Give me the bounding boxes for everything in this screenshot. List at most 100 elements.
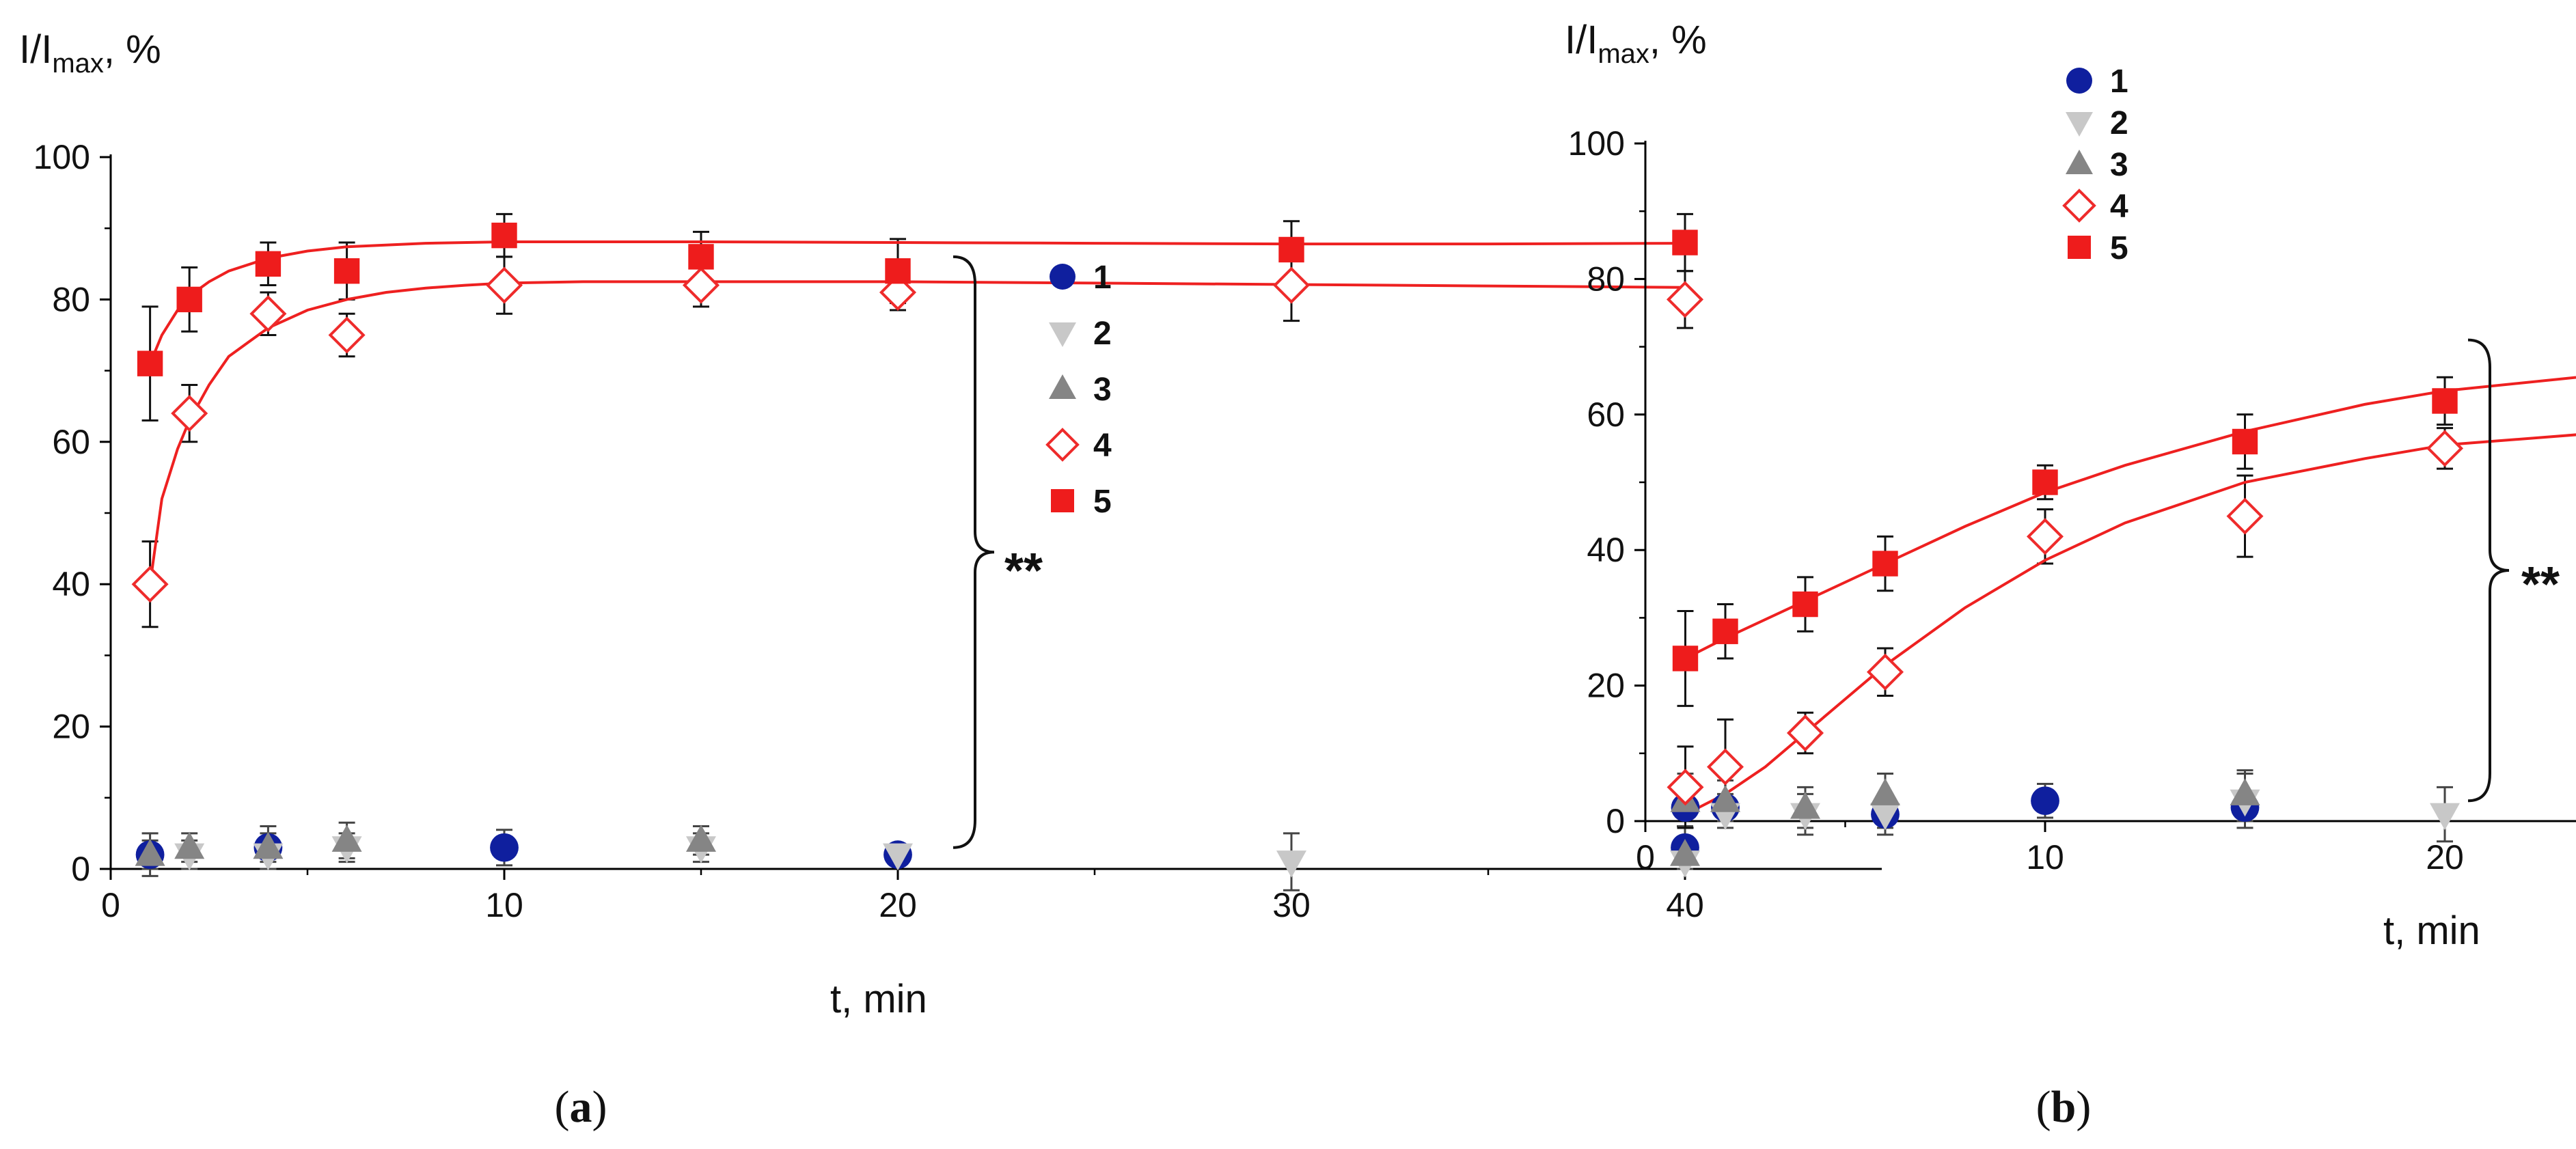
svg-text:I/Imax, %: I/Imax, % bbox=[1565, 18, 1707, 69]
panel-a-bracket-shape bbox=[953, 255, 995, 849]
legend-marker-3 bbox=[2066, 150, 2093, 174]
data-point-series-4 bbox=[1706, 748, 1744, 786]
x-tick-label: 0 bbox=[101, 886, 120, 924]
legend-label-2: 2 bbox=[1093, 316, 1112, 352]
data-point-series-4 bbox=[1786, 715, 1824, 752]
legend-entry-2: 2 bbox=[2066, 105, 2128, 141]
data-point-series-5 bbox=[1672, 646, 1699, 672]
data-point-series-3 bbox=[1870, 778, 1900, 805]
y-tick-label: 20 bbox=[52, 708, 90, 746]
y-tick-label: 100 bbox=[33, 138, 90, 176]
panel-a-caption: (a) bbox=[555, 1082, 607, 1132]
y-tick-label: 80 bbox=[52, 280, 90, 318]
legend-label-4: 4 bbox=[1093, 428, 1112, 464]
panel-a-ylabel-suffix: , % bbox=[104, 27, 161, 72]
data-point-series-5 bbox=[1672, 230, 1698, 255]
data-point-series-4 bbox=[682, 266, 720, 304]
y-tick-label: 40 bbox=[52, 565, 90, 603]
data-point-series-2 bbox=[1276, 850, 1306, 878]
legend-label-2: 2 bbox=[2110, 105, 2128, 141]
x-tick-label: 30 bbox=[1272, 886, 1311, 924]
fit-curve-series-4 bbox=[1684, 433, 2576, 816]
data-point-series-4 bbox=[879, 273, 917, 312]
legend-marker-4 bbox=[2062, 189, 2096, 223]
data-point-series-4 bbox=[2226, 497, 2264, 535]
panel-b-bracket-shape bbox=[2467, 338, 2510, 803]
data-point-series-4 bbox=[2426, 430, 2464, 467]
legend-entry-2: 2 bbox=[1049, 316, 1112, 352]
x-tick-label: 20 bbox=[2426, 838, 2464, 876]
data-point-series-3 bbox=[253, 831, 284, 859]
data-point-series-5 bbox=[176, 286, 202, 313]
data-point-series-5 bbox=[2032, 469, 2058, 495]
data-point-series-4 bbox=[249, 295, 287, 333]
legend-label-4: 4 bbox=[2110, 189, 2128, 225]
data-point-series-5 bbox=[885, 258, 911, 284]
y-tick-label: 0 bbox=[1606, 802, 1625, 840]
legend-entry-3: 3 bbox=[1049, 372, 1112, 408]
data-point-series-3 bbox=[174, 831, 205, 859]
legend-entry-1: 1 bbox=[1050, 260, 1112, 296]
data-point-series-2 bbox=[2430, 803, 2460, 831]
panel-a-significance-stars: ** bbox=[1004, 544, 1043, 598]
y-tick-label: 60 bbox=[1587, 396, 1625, 434]
panel-a-caption-letter: a bbox=[570, 1082, 592, 1132]
data-point-series-5 bbox=[688, 244, 714, 270]
panel-b-markers bbox=[1667, 388, 2464, 831]
panel-b-significance-bracket: ** bbox=[2467, 338, 2560, 803]
y-tick-label: 0 bbox=[71, 850, 90, 888]
panel-a-legend: 1 2 3 4 5 bbox=[1045, 260, 1112, 520]
legend-marker-2 bbox=[1049, 322, 1076, 347]
panel-a-markers bbox=[131, 222, 1704, 878]
data-point-series-3 bbox=[1710, 785, 1740, 812]
legend-marker-2 bbox=[2066, 112, 2093, 137]
panel-b-ylabel-main: I/I bbox=[1565, 18, 1598, 62]
legend-entry-3: 3 bbox=[2066, 147, 2128, 183]
svg-text:I/Imax, %: I/Imax, % bbox=[19, 27, 161, 79]
panel-b-y-axis-label: I/Imax, % bbox=[1565, 18, 1707, 69]
panel-b-ylabel-suffix: , % bbox=[1649, 18, 1707, 62]
data-point-series-5 bbox=[137, 350, 163, 376]
legend-marker-1 bbox=[2066, 68, 2092, 94]
x-tick-label: 10 bbox=[2026, 838, 2064, 876]
legend-entry-1: 1 bbox=[2066, 64, 2128, 100]
x-tick-label: 0 bbox=[1636, 838, 1655, 876]
data-point-series-3 bbox=[1670, 839, 1700, 866]
panel-a-xlabel: t, min bbox=[830, 977, 927, 1021]
legend-marker-3 bbox=[1049, 374, 1076, 399]
panel-a-ylabel-main: I/I bbox=[19, 27, 52, 72]
data-point-series-5 bbox=[1278, 236, 1304, 263]
legend-entry-4: 4 bbox=[2062, 189, 2128, 225]
data-point-series-4 bbox=[1667, 769, 1704, 806]
panel-b-legend: 1 2 3 4 5 bbox=[2062, 64, 2128, 266]
fit-curve-series-5 bbox=[1684, 376, 2576, 660]
panel-b-xlabel: t, min bbox=[2383, 909, 2480, 953]
panel-b-ylabel-sub: max bbox=[1598, 39, 1649, 69]
y-tick-label: 60 bbox=[52, 423, 90, 461]
data-point-series-5 bbox=[491, 222, 517, 249]
y-tick-label: 100 bbox=[1568, 124, 1625, 163]
legend-marker-5 bbox=[1051, 489, 1074, 512]
x-tick-label: 20 bbox=[879, 886, 917, 924]
x-tick-label: 10 bbox=[485, 886, 523, 924]
data-point-series-4 bbox=[1866, 653, 1904, 691]
legend-label-5: 5 bbox=[2110, 230, 2128, 266]
data-point-series-1 bbox=[490, 833, 519, 862]
legend-label-3: 3 bbox=[1093, 372, 1112, 408]
data-point-series-5 bbox=[2232, 428, 2258, 455]
legend-label-3: 3 bbox=[2110, 147, 2128, 183]
legend-marker-5 bbox=[2068, 236, 2091, 259]
data-point-series-5 bbox=[2432, 388, 2458, 414]
data-point-series-2 bbox=[1870, 803, 1900, 831]
data-point-series-5 bbox=[1872, 551, 1898, 577]
panel-a-ylabel-sub: max bbox=[52, 49, 104, 79]
legend-marker-1 bbox=[1050, 264, 1075, 290]
y-tick-label: 80 bbox=[1587, 260, 1625, 298]
data-point-series-4 bbox=[328, 316, 366, 354]
data-point-series-3 bbox=[2230, 778, 2260, 805]
data-point-series-4 bbox=[2026, 518, 2064, 555]
